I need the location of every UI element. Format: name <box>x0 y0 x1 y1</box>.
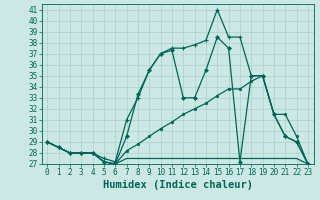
X-axis label: Humidex (Indice chaleur): Humidex (Indice chaleur) <box>103 180 252 190</box>
